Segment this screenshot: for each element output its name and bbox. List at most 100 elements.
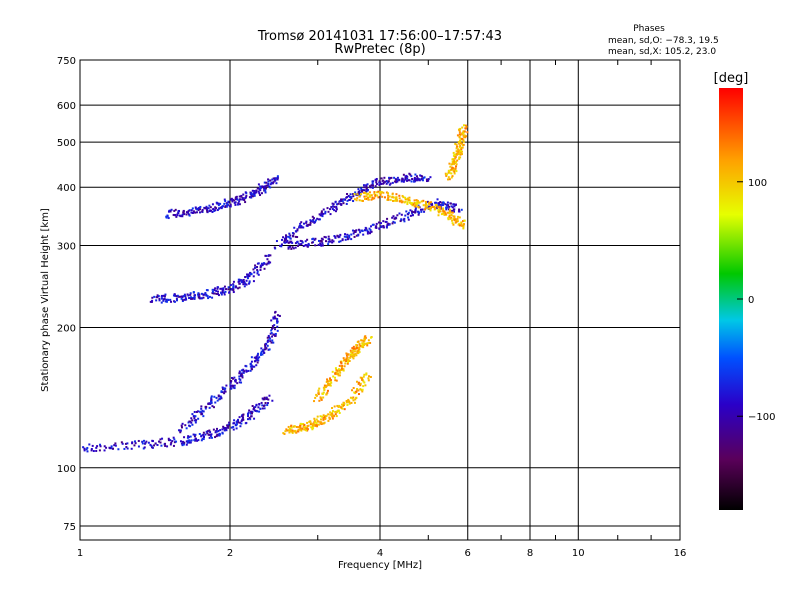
data-point <box>421 175 424 178</box>
data-point <box>435 204 438 207</box>
data-point <box>221 205 224 208</box>
data-point <box>83 447 86 450</box>
data-point <box>385 182 388 185</box>
data-point <box>414 207 417 210</box>
data-point <box>96 445 99 448</box>
data-point <box>211 292 214 295</box>
data-point <box>320 398 323 401</box>
data-point <box>209 431 212 434</box>
data-point <box>411 178 414 181</box>
data-point <box>311 238 314 241</box>
data-point <box>150 300 153 303</box>
data-point <box>188 209 191 212</box>
data-point <box>346 193 349 196</box>
data-point <box>186 436 189 439</box>
data-point <box>180 426 183 429</box>
data-point <box>331 202 334 205</box>
data-point <box>298 226 301 229</box>
data-point <box>444 213 447 216</box>
data-point <box>190 211 193 214</box>
data-point <box>442 211 445 214</box>
data-point <box>410 175 413 178</box>
data-point <box>188 420 191 423</box>
data-point <box>351 356 354 359</box>
data-point <box>393 176 396 179</box>
data-point <box>326 380 329 383</box>
data-point <box>343 365 346 368</box>
data-point <box>322 212 325 215</box>
data-point <box>238 278 241 281</box>
data-point <box>213 289 216 292</box>
data-point <box>299 243 302 246</box>
data-point <box>216 427 219 430</box>
data-point <box>255 191 258 194</box>
data-point <box>179 431 182 434</box>
data-point <box>345 202 348 205</box>
data-point <box>227 201 230 204</box>
data-point <box>393 221 396 224</box>
data-point <box>413 176 416 179</box>
data-point <box>179 295 182 298</box>
data-point <box>459 224 462 227</box>
data-point <box>390 176 393 179</box>
data-point <box>294 431 297 434</box>
data-point <box>338 200 341 203</box>
data-point <box>249 362 252 365</box>
data-point <box>272 326 275 329</box>
data-point <box>170 441 173 444</box>
data-point <box>310 422 313 425</box>
colorbar-tick-label: 0 <box>748 295 754 306</box>
data-point <box>309 219 312 222</box>
data-point <box>282 432 285 435</box>
data-point <box>241 280 244 283</box>
data-point <box>416 177 419 180</box>
data-point <box>150 444 153 447</box>
data-point <box>383 196 386 199</box>
data-point <box>451 209 454 212</box>
data-point <box>250 194 253 197</box>
data-point <box>264 189 267 192</box>
data-point <box>357 234 360 237</box>
data-point <box>327 419 330 422</box>
data-point <box>214 431 217 434</box>
data-point <box>249 412 252 415</box>
data-point <box>324 236 327 239</box>
data-point <box>220 292 223 295</box>
data-point <box>223 387 226 390</box>
data-point <box>164 444 167 447</box>
data-point <box>244 422 247 425</box>
data-point <box>208 433 211 436</box>
data-point <box>244 191 247 194</box>
data-point <box>223 392 226 395</box>
data-point <box>197 439 200 442</box>
data-point <box>329 411 332 414</box>
data-point <box>448 162 451 165</box>
data-point <box>276 317 279 320</box>
data-point <box>459 156 462 159</box>
data-point <box>338 240 341 243</box>
data-point <box>308 420 311 423</box>
data-point <box>458 210 461 213</box>
data-point <box>189 296 192 299</box>
data-point <box>217 204 220 207</box>
data-point <box>298 224 301 227</box>
data-point <box>256 272 259 275</box>
data-point <box>184 297 187 300</box>
data-point <box>351 353 354 356</box>
data-point <box>369 341 372 344</box>
data-point <box>211 211 214 214</box>
data-point <box>331 417 334 420</box>
data-point <box>266 404 269 407</box>
data-point <box>287 247 290 250</box>
data-point <box>351 229 354 232</box>
data-point <box>416 202 419 205</box>
data-point <box>289 240 292 243</box>
data-point <box>252 280 255 283</box>
data-point <box>121 442 124 445</box>
data-point <box>420 200 423 203</box>
data-point <box>429 176 432 179</box>
data-point <box>211 290 214 293</box>
data-point <box>418 201 421 204</box>
data-point <box>151 296 154 299</box>
plot-frame <box>79 59 681 541</box>
